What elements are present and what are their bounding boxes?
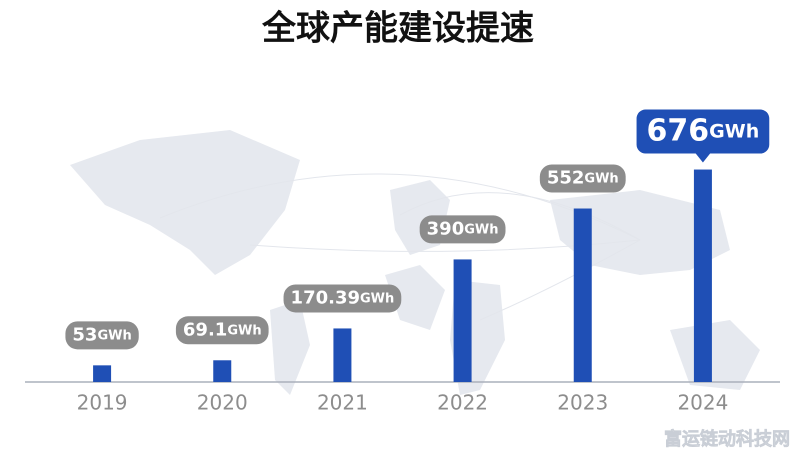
value-unit: GWh — [584, 171, 618, 186]
x-tick-label: 2021 — [317, 391, 368, 415]
x-tick-label: 2019 — [77, 391, 128, 415]
value-unit: GWh — [360, 291, 394, 306]
x-tick-label: 2022 — [437, 391, 488, 415]
value-unit: GWh — [709, 120, 759, 142]
watermark: 富运链动科技网 — [664, 428, 790, 450]
value-label: 390GWh — [419, 215, 506, 244]
value-label-text: 69.1GWh — [183, 319, 262, 340]
value-unit: GWh — [227, 323, 261, 338]
value-label: 552GWh — [539, 164, 626, 193]
value-number: 170.39 — [291, 287, 360, 308]
value-label: 676GWh — [636, 109, 770, 163]
value-number: 390 — [427, 218, 465, 239]
x-tick-label: 2024 — [677, 391, 728, 415]
bar — [693, 169, 712, 382]
bar — [333, 328, 352, 382]
value-unit: GWh — [97, 328, 131, 343]
value-label-bg — [419, 215, 506, 244]
value-label: 53GWh — [65, 321, 139, 350]
value-label-text: 53GWh — [72, 324, 131, 345]
value-number: 676 — [647, 113, 710, 148]
bar — [453, 259, 472, 382]
value-label-pointer — [694, 152, 711, 163]
value-label-text: 170.39GWh — [291, 287, 395, 308]
value-label-bg — [65, 321, 139, 350]
value-label-text: 676GWh — [647, 113, 760, 148]
value-number: 552 — [547, 168, 585, 189]
bar — [573, 208, 592, 382]
value-unit: GWh — [464, 222, 498, 237]
value-label: 69.1GWh — [175, 316, 269, 345]
bar — [93, 365, 112, 382]
x-tick-label: 2023 — [557, 391, 608, 415]
value-label-text: 390GWh — [427, 218, 499, 239]
value-label-bg — [283, 284, 402, 313]
x-tick-label: 2020 — [197, 391, 248, 415]
value-label-bg — [539, 164, 626, 193]
value-label-bg — [636, 109, 770, 154]
value-label-text: 552GWh — [547, 168, 619, 189]
value-label-bg — [175, 316, 269, 345]
value-number: 53 — [72, 324, 97, 345]
bar — [213, 360, 232, 382]
world-map — [70, 130, 760, 395]
value-number: 69.1 — [183, 319, 227, 340]
chart-title: 全球产能建设提速 — [261, 9, 534, 49]
value-label: 170.39GWh — [283, 284, 402, 313]
